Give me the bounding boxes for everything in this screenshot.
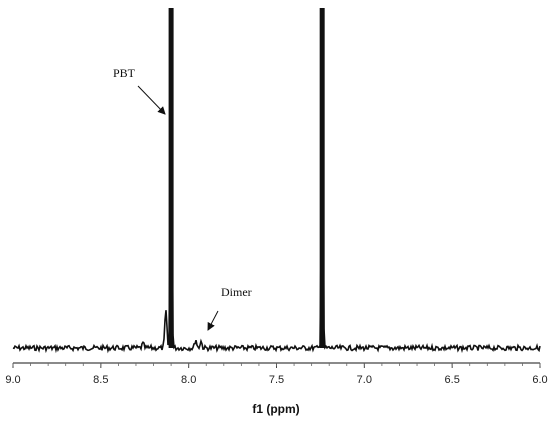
x-tick-label: 7.0 <box>357 374 372 386</box>
peak-1 <box>319 8 325 348</box>
x-tick-label: 8.5 <box>93 374 108 386</box>
x-tick-label: 8.0 <box>181 374 196 386</box>
annotation-dimer-arrow <box>207 310 219 331</box>
x-tick-label: 6.5 <box>445 374 460 386</box>
annotation-pbt: PBT <box>113 66 136 80</box>
annotation-pbt-arrow <box>137 85 166 115</box>
x-tick-label: 7.5 <box>269 374 284 386</box>
annotations: PBT Dimer <box>113 66 252 331</box>
peak-0 <box>168 8 174 348</box>
x-axis-title: f1 (ppm) <box>252 402 299 416</box>
x-tick-label: 9.0 <box>5 374 20 386</box>
spectrum-line <box>12 11 541 354</box>
plot-area <box>12 8 541 354</box>
x-tick-label: 6.0 <box>532 374 547 386</box>
x-axis: 9.0 8.5 8.0 7.5 7.0 6.5 6.0 <box>5 362 548 386</box>
annotation-dimer: Dimer <box>221 285 252 299</box>
